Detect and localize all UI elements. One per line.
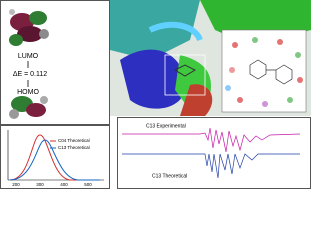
lumo-label: LUMO (18, 53, 39, 60)
homo-label: HOMO (17, 89, 39, 96)
page: LUMO ΔE = 0.112 HOMO C04 Theoretical C13… (0, 0, 311, 189)
x-tick-label: 300 (36, 182, 44, 187)
lumo-orbital (9, 9, 49, 46)
experimental-label: C13 Experimental (146, 123, 186, 129)
ir-panel (117, 117, 311, 189)
theoretical-spectrum (122, 153, 300, 179)
x-tick-label: 400 (60, 182, 68, 187)
theoretical-label: C13 Theoretical (152, 173, 187, 179)
experimental-spectrum (122, 127, 301, 153)
legend-entry: C04 Theoretical (58, 138, 90, 143)
interaction-diagram (221, 29, 307, 113)
x-tick-label: 200 (12, 182, 20, 187)
uv-curve (9, 139, 100, 181)
gap-label: ΔE = 0.112 (13, 71, 47, 78)
x-tick-label: 500 (84, 182, 92, 187)
homo-orbital (9, 96, 48, 119)
uv-curve (9, 134, 100, 181)
graphical-abstract: LUMO ΔE = 0.112 HOMO C04 Theoretical C13… (0, 0, 311, 189)
legend-entry: C13 Theoretical (58, 145, 90, 150)
